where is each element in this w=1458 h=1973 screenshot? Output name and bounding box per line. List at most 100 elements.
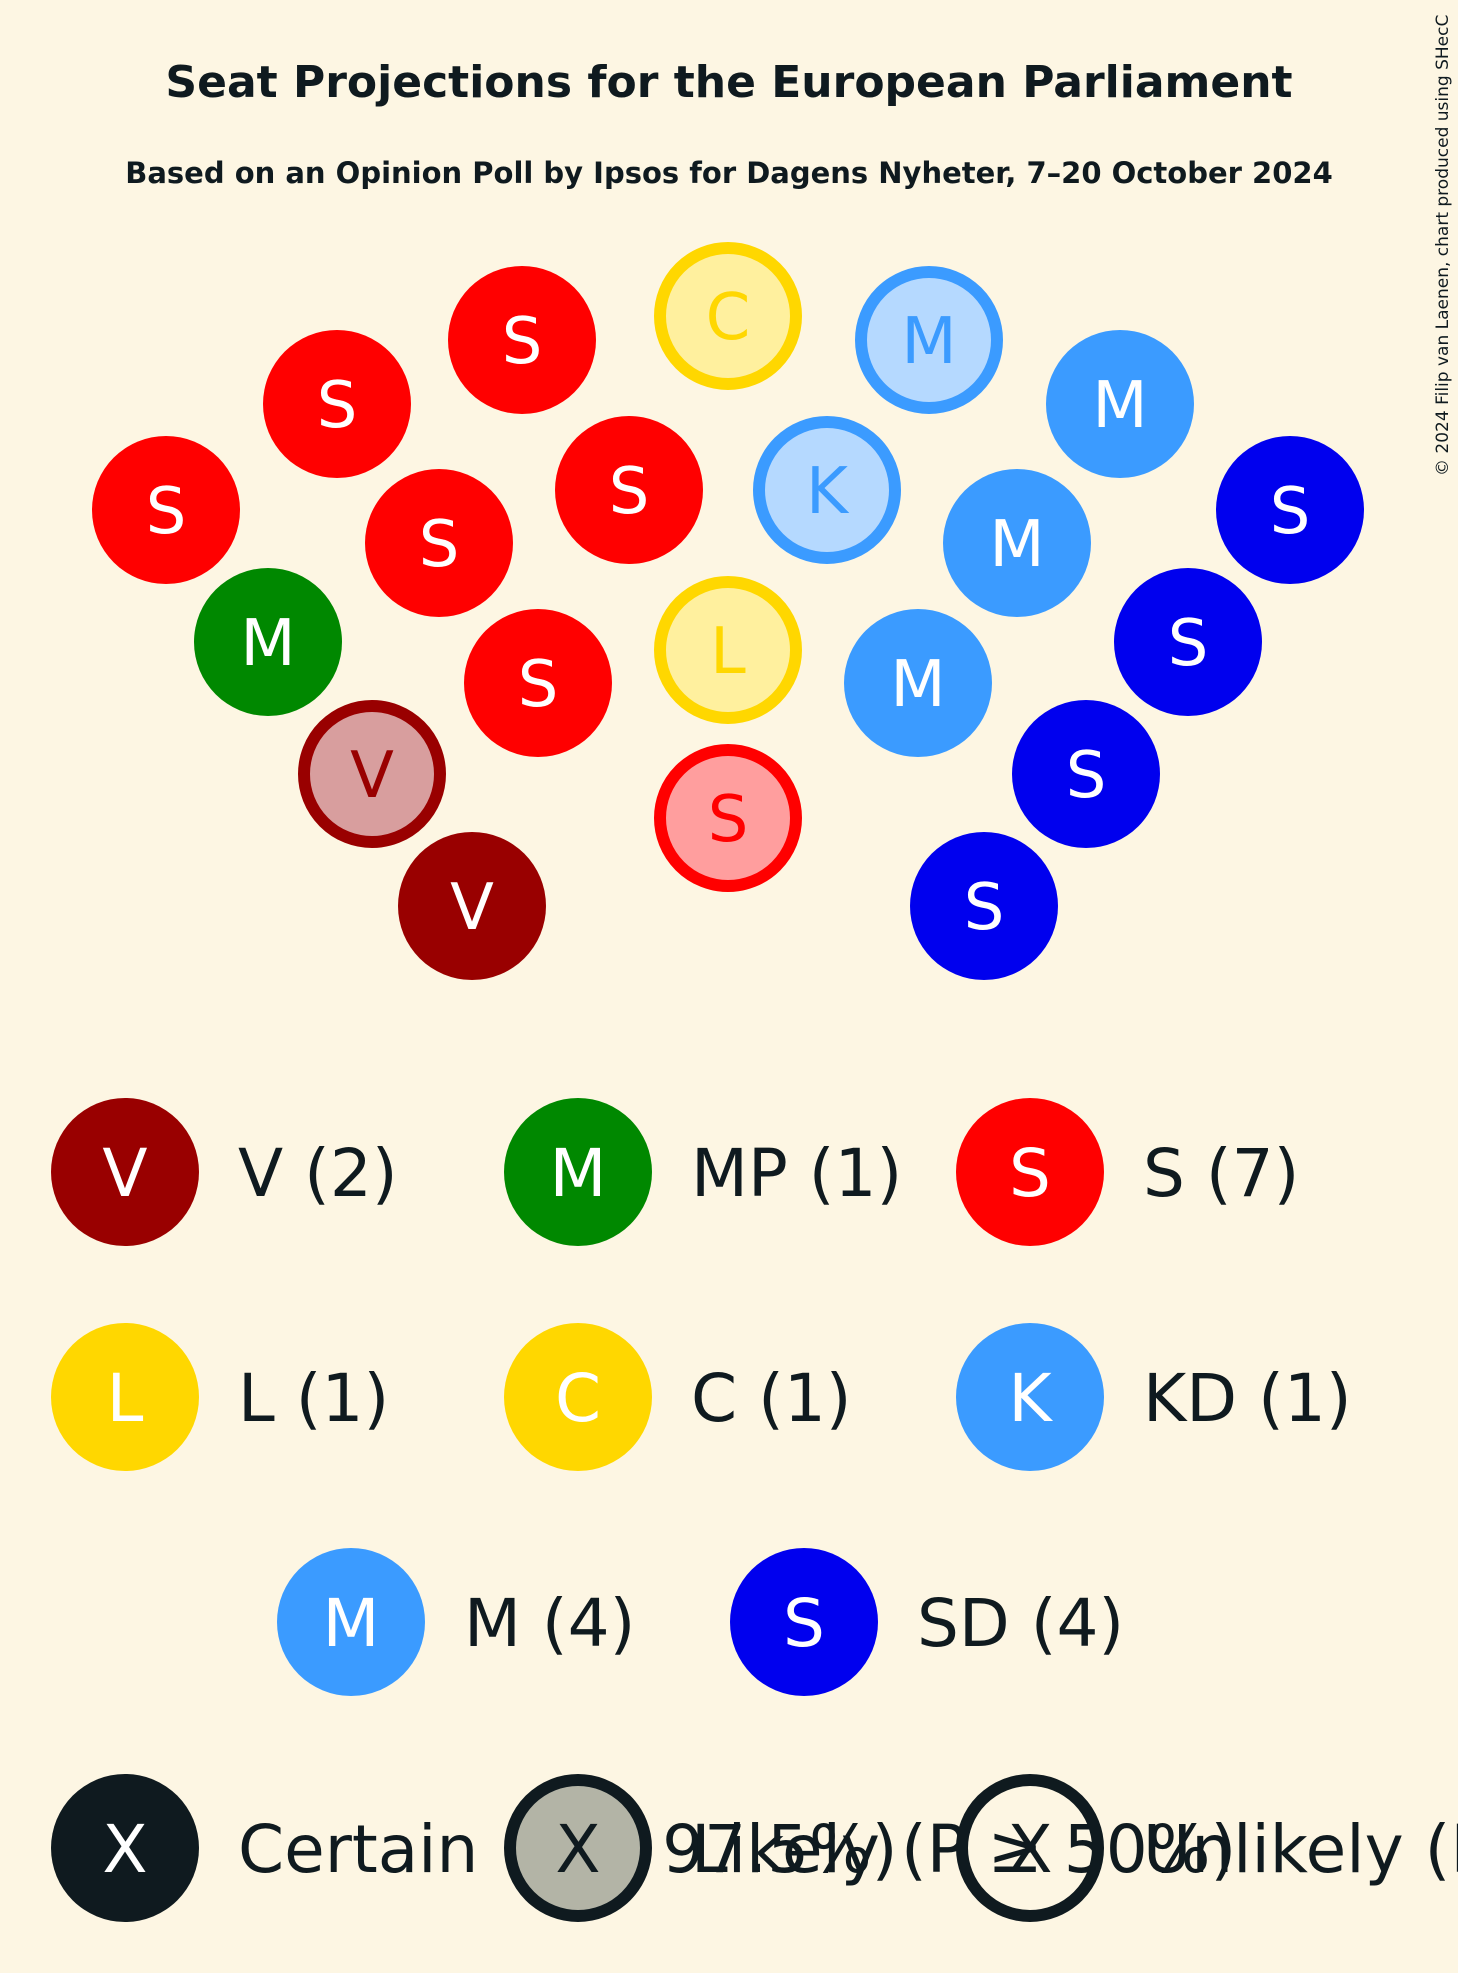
legend-item-m: M M (4)	[277, 1548, 635, 1696]
status-letter: X	[102, 1811, 147, 1888]
seat-letter: S	[317, 369, 358, 443]
legend-label: C (1)	[691, 1360, 852, 1437]
seat-l-likely: L	[654, 576, 802, 724]
seat-circle	[92, 436, 240, 584]
seat-circle	[194, 568, 342, 716]
seat-letter: M	[989, 508, 1044, 582]
status-letter: X	[1007, 1811, 1052, 1888]
seat-letter: V	[450, 871, 494, 945]
seat-letter: S	[419, 508, 460, 582]
seat-circle	[365, 469, 513, 617]
legend-item-l: L L (1)	[51, 1323, 389, 1471]
seat-s-likely: S	[654, 744, 802, 892]
seat-circle	[910, 832, 1058, 980]
seat-sd-certain: S	[1114, 568, 1262, 716]
seat-c-likely: C	[654, 242, 802, 390]
seat-s-certain: S	[92, 436, 240, 584]
seat-v-likely: V	[298, 700, 446, 848]
legend-swatch	[504, 1323, 652, 1471]
legend-label: S (7)	[1143, 1135, 1299, 1212]
seat-letter: S	[1066, 739, 1107, 813]
legend-letter: M	[550, 1135, 607, 1212]
seat-circle	[263, 330, 411, 478]
status-label: Unlikely (P < 50%)	[1143, 1811, 1458, 1888]
legend-item-kd: K KD (1)	[956, 1323, 1352, 1471]
seat-letter: S	[1270, 475, 1311, 549]
legend-letter: C	[555, 1360, 601, 1437]
seat-circle	[654, 744, 802, 892]
legend-item-mp: M MP (1)	[504, 1098, 902, 1246]
legend-letter: M	[323, 1585, 380, 1662]
legend-swatch	[730, 1548, 878, 1696]
seat-s-certain: S	[464, 609, 612, 757]
chart-title: Seat Projections for the European Parlia…	[165, 57, 1292, 108]
seat-circle	[1114, 568, 1262, 716]
legend-letter: S	[783, 1585, 825, 1662]
status-letter: X	[555, 1811, 600, 1888]
seat-circle	[844, 609, 992, 757]
seat-m-certain: M	[1046, 330, 1194, 478]
seat-m-certain: M	[844, 609, 992, 757]
legend-label: V (2)	[238, 1135, 398, 1212]
seat-s-certain: S	[365, 469, 513, 617]
seat-circle	[1216, 436, 1364, 584]
legend-swatch	[51, 1323, 199, 1471]
seat-circle	[855, 266, 1003, 414]
seat-circle	[753, 416, 901, 564]
legend-label: KD (1)	[1143, 1360, 1352, 1437]
seat-circle	[1012, 700, 1160, 848]
seat-circle	[448, 266, 596, 414]
legend-letter: V	[102, 1135, 147, 1212]
seat-circle	[555, 416, 703, 564]
seat-letter: L	[710, 615, 746, 689]
legend-swatch	[956, 1323, 1104, 1471]
status-swatch	[51, 1774, 199, 1922]
status-legend-unlikely: X Unlikely (P < 50%)	[956, 1774, 1458, 1922]
legend-item-sd: S SD (4)	[730, 1548, 1124, 1696]
status-swatch	[504, 1774, 652, 1922]
seat-letter: S	[502, 305, 543, 379]
seat-letter: V	[350, 739, 394, 813]
legend-label: SD (4)	[917, 1585, 1124, 1662]
seat-sd-certain: S	[910, 832, 1058, 980]
legend-swatch	[51, 1098, 199, 1246]
seat-letter: K	[806, 455, 850, 529]
seat-s-certain: S	[263, 330, 411, 478]
legend-item-s: S S (7)	[956, 1098, 1299, 1246]
seat-v-certain: V	[398, 832, 546, 980]
seat-sd-certain: S	[1012, 700, 1160, 848]
legend-label: M (4)	[464, 1585, 635, 1662]
legend-letter: K	[1008, 1360, 1053, 1437]
seat-letter: S	[708, 783, 749, 857]
legend-letter: L	[107, 1360, 144, 1437]
seat-letter: S	[609, 455, 650, 529]
legend-item-c: C C (1)	[504, 1323, 852, 1471]
legend-item-v: V V (2)	[51, 1098, 398, 1246]
seat-circle	[943, 469, 1091, 617]
seat-letter: S	[518, 648, 559, 722]
seat-letter: S	[1168, 607, 1209, 681]
seat-s-certain: S	[555, 416, 703, 564]
legend-letter: S	[1009, 1135, 1051, 1212]
seat-letter: M	[240, 607, 295, 681]
legend-swatch	[277, 1548, 425, 1696]
seat-letter: S	[146, 475, 187, 549]
status-swatch	[956, 1774, 1104, 1922]
seat-m-certain: M	[943, 469, 1091, 617]
legend-swatch	[956, 1098, 1104, 1246]
seat-letter: M	[901, 305, 956, 379]
seat-circle	[1046, 330, 1194, 478]
seat-letter: M	[1092, 369, 1147, 443]
seat-m-likely: M	[855, 266, 1003, 414]
legend-swatch	[504, 1098, 652, 1246]
seat-circle	[654, 576, 802, 724]
legend-label: L (1)	[238, 1360, 389, 1437]
seat-mp-certain: M	[194, 568, 342, 716]
seat-letter: C	[706, 281, 751, 355]
seat-sd-certain: S	[1216, 436, 1364, 584]
seat-letter: S	[964, 871, 1005, 945]
